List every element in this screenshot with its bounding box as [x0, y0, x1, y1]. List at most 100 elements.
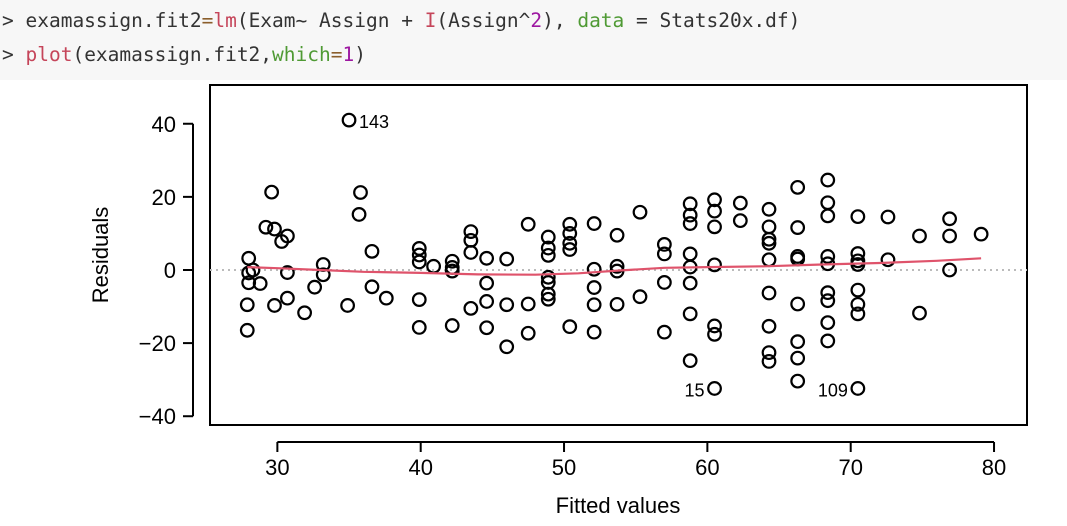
residual-point [499, 339, 515, 355]
console-line-fit: > examassign.fit2=lm(Exam~ Assign + I(As… [0, 4, 1067, 38]
residual-point [820, 293, 836, 309]
code-token: lm [213, 9, 237, 32]
residual-point [463, 232, 479, 248]
residual-point [280, 265, 295, 280]
outlier-labels: 143 15 109 [359, 112, 848, 400]
residual-point [252, 276, 268, 291]
residual-point [307, 279, 323, 295]
residual-point [562, 235, 578, 251]
residual-point [499, 297, 515, 313]
y-axis: −40 −20 0 20 40 [139, 112, 194, 429]
residual-point [732, 213, 748, 229]
residual-point [656, 275, 672, 290]
residual-point [761, 353, 777, 369]
residual-point [850, 209, 866, 225]
residual-point [850, 246, 866, 261]
residuals-vs-fitted-plot: 30 40 50 60 70 80 −40 −20 0 20 40 143 15 109 Fitted… [88, 84, 1028, 518]
x-tick-label: 30 [265, 455, 289, 480]
residual-point [586, 324, 602, 340]
residual-point [540, 291, 556, 307]
residual-point [479, 320, 495, 336]
residual-point [341, 112, 357, 128]
residual-point [942, 211, 957, 227]
code-token: = [201, 9, 214, 32]
code-token: > [2, 43, 26, 66]
residual-point [850, 282, 866, 298]
outlier-label: 109 [818, 380, 848, 400]
residual-points [239, 112, 989, 396]
residual-point [790, 350, 806, 366]
residual-point [520, 216, 536, 232]
residual-point [315, 267, 331, 283]
residual-point [239, 322, 255, 338]
residual-point [790, 334, 806, 350]
residual-point [540, 269, 556, 285]
residual-point [239, 297, 255, 313]
residual-point [761, 219, 777, 235]
residual-point [761, 285, 777, 301]
outlier-label: 143 [359, 112, 389, 132]
y-tick-label: 0 [164, 258, 176, 283]
residual-point [761, 318, 777, 334]
y-tick-label: −40 [139, 404, 176, 429]
residual-point [850, 381, 866, 396]
residual-point [609, 296, 625, 312]
x-axis-label: Fitted values [556, 493, 681, 518]
residual-point [707, 381, 722, 396]
residual-point [942, 228, 957, 244]
residual-point [656, 246, 672, 262]
residual-point [682, 207, 698, 223]
residual-point [540, 247, 556, 263]
residual-point [761, 252, 777, 268]
code-token: 2 [530, 9, 543, 32]
residual-point [479, 275, 495, 291]
residual-point [820, 195, 836, 211]
code-token: data [577, 9, 625, 32]
residual-point [520, 296, 536, 312]
residual-point [411, 254, 427, 270]
residual-point [632, 289, 648, 305]
code-token: 1 [342, 43, 355, 66]
residual-point [973, 226, 989, 242]
code-token: (Assign^ [436, 9, 531, 32]
residual-point [761, 235, 777, 251]
residual-point [761, 201, 777, 217]
residual-point [364, 279, 380, 295]
residual-point [682, 196, 698, 212]
console-line-plot: > plot(examassign.fit2,which=1) [0, 38, 1067, 72]
residual-point [656, 324, 672, 340]
residual-point [562, 319, 578, 335]
y-tick-label: 20 [152, 185, 176, 210]
y-axis-label: Residuals [88, 207, 113, 304]
residual-point [297, 305, 313, 321]
code-token: (Exam~ Assign + [236, 9, 425, 32]
residual-point [463, 300, 479, 316]
residual-point [562, 226, 578, 241]
residual-point [411, 247, 427, 263]
code-token: which [272, 43, 331, 66]
code-token: I [424, 9, 437, 32]
residual-point [479, 250, 495, 266]
code-token: ), [542, 9, 578, 32]
residual-point [682, 353, 698, 369]
residual-point [540, 286, 556, 302]
residual-point [682, 246, 698, 262]
residual-point [280, 228, 295, 244]
residual-point [707, 192, 722, 208]
residual-point [411, 319, 427, 335]
y-tick-label: 40 [152, 112, 176, 137]
plot-frame [209, 84, 1028, 426]
residual-point [340, 298, 356, 313]
residual-point [820, 172, 836, 188]
residual-point [682, 306, 698, 322]
residual-point [499, 251, 515, 267]
code-token: (examassign.fit2, [72, 43, 273, 66]
residual-point [820, 285, 836, 301]
x-axis: 30 40 50 60 70 80 [265, 441, 1006, 480]
residual-point [586, 216, 602, 231]
residual-point [280, 290, 295, 306]
x-tick-label: 80 [982, 455, 1006, 480]
outlier-label: 15 [685, 380, 705, 400]
residual-point [586, 280, 602, 295]
residual-point [820, 208, 836, 224]
